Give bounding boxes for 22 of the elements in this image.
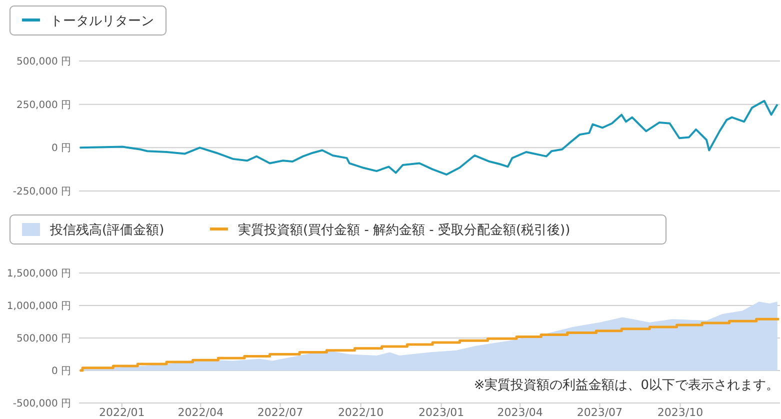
x-tick-label: 2023/01 (418, 406, 464, 419)
y-tick-label: 500,000 円 (16, 56, 71, 68)
annotation: ※実質投資額の利益金額は、0以下で表示されます。 (474, 377, 779, 393)
y-tick-label: 500,000 円 (16, 334, 71, 344)
legend-label: 投信残高(評価金額) (49, 222, 164, 238)
x-tick-label: 2023/04 (497, 406, 543, 419)
y-tick-label: 1,000,000 円 (6, 301, 71, 312)
y-tick-label: -250,000 円 (12, 186, 71, 198)
y-tick-label: 1,500,000 円 (6, 268, 71, 280)
line-series (78, 100, 778, 176)
x-tick-label: 2022/04 (178, 406, 224, 419)
y-tick-label: -500,000 円 (12, 398, 71, 410)
x-tick-label: 2023/10 (657, 406, 704, 419)
legend-label: 実質投資額(買付金額 - 解約金額 - 受取分配金額(税引後)) (238, 222, 570, 238)
y-tick-label: 0 円 (51, 143, 71, 154)
x-tick-label: 2022/10 (338, 406, 384, 419)
y-tick-label: 250,000 円 (16, 100, 71, 111)
x-tick-label: 2022/07 (257, 406, 304, 419)
x-tick-label: 2022/01 (99, 406, 145, 419)
legend-label: トータルリターン (50, 14, 154, 29)
y-tick-label: 0 円 (51, 366, 71, 377)
x-tick-label: 2023/07 (576, 406, 623, 419)
